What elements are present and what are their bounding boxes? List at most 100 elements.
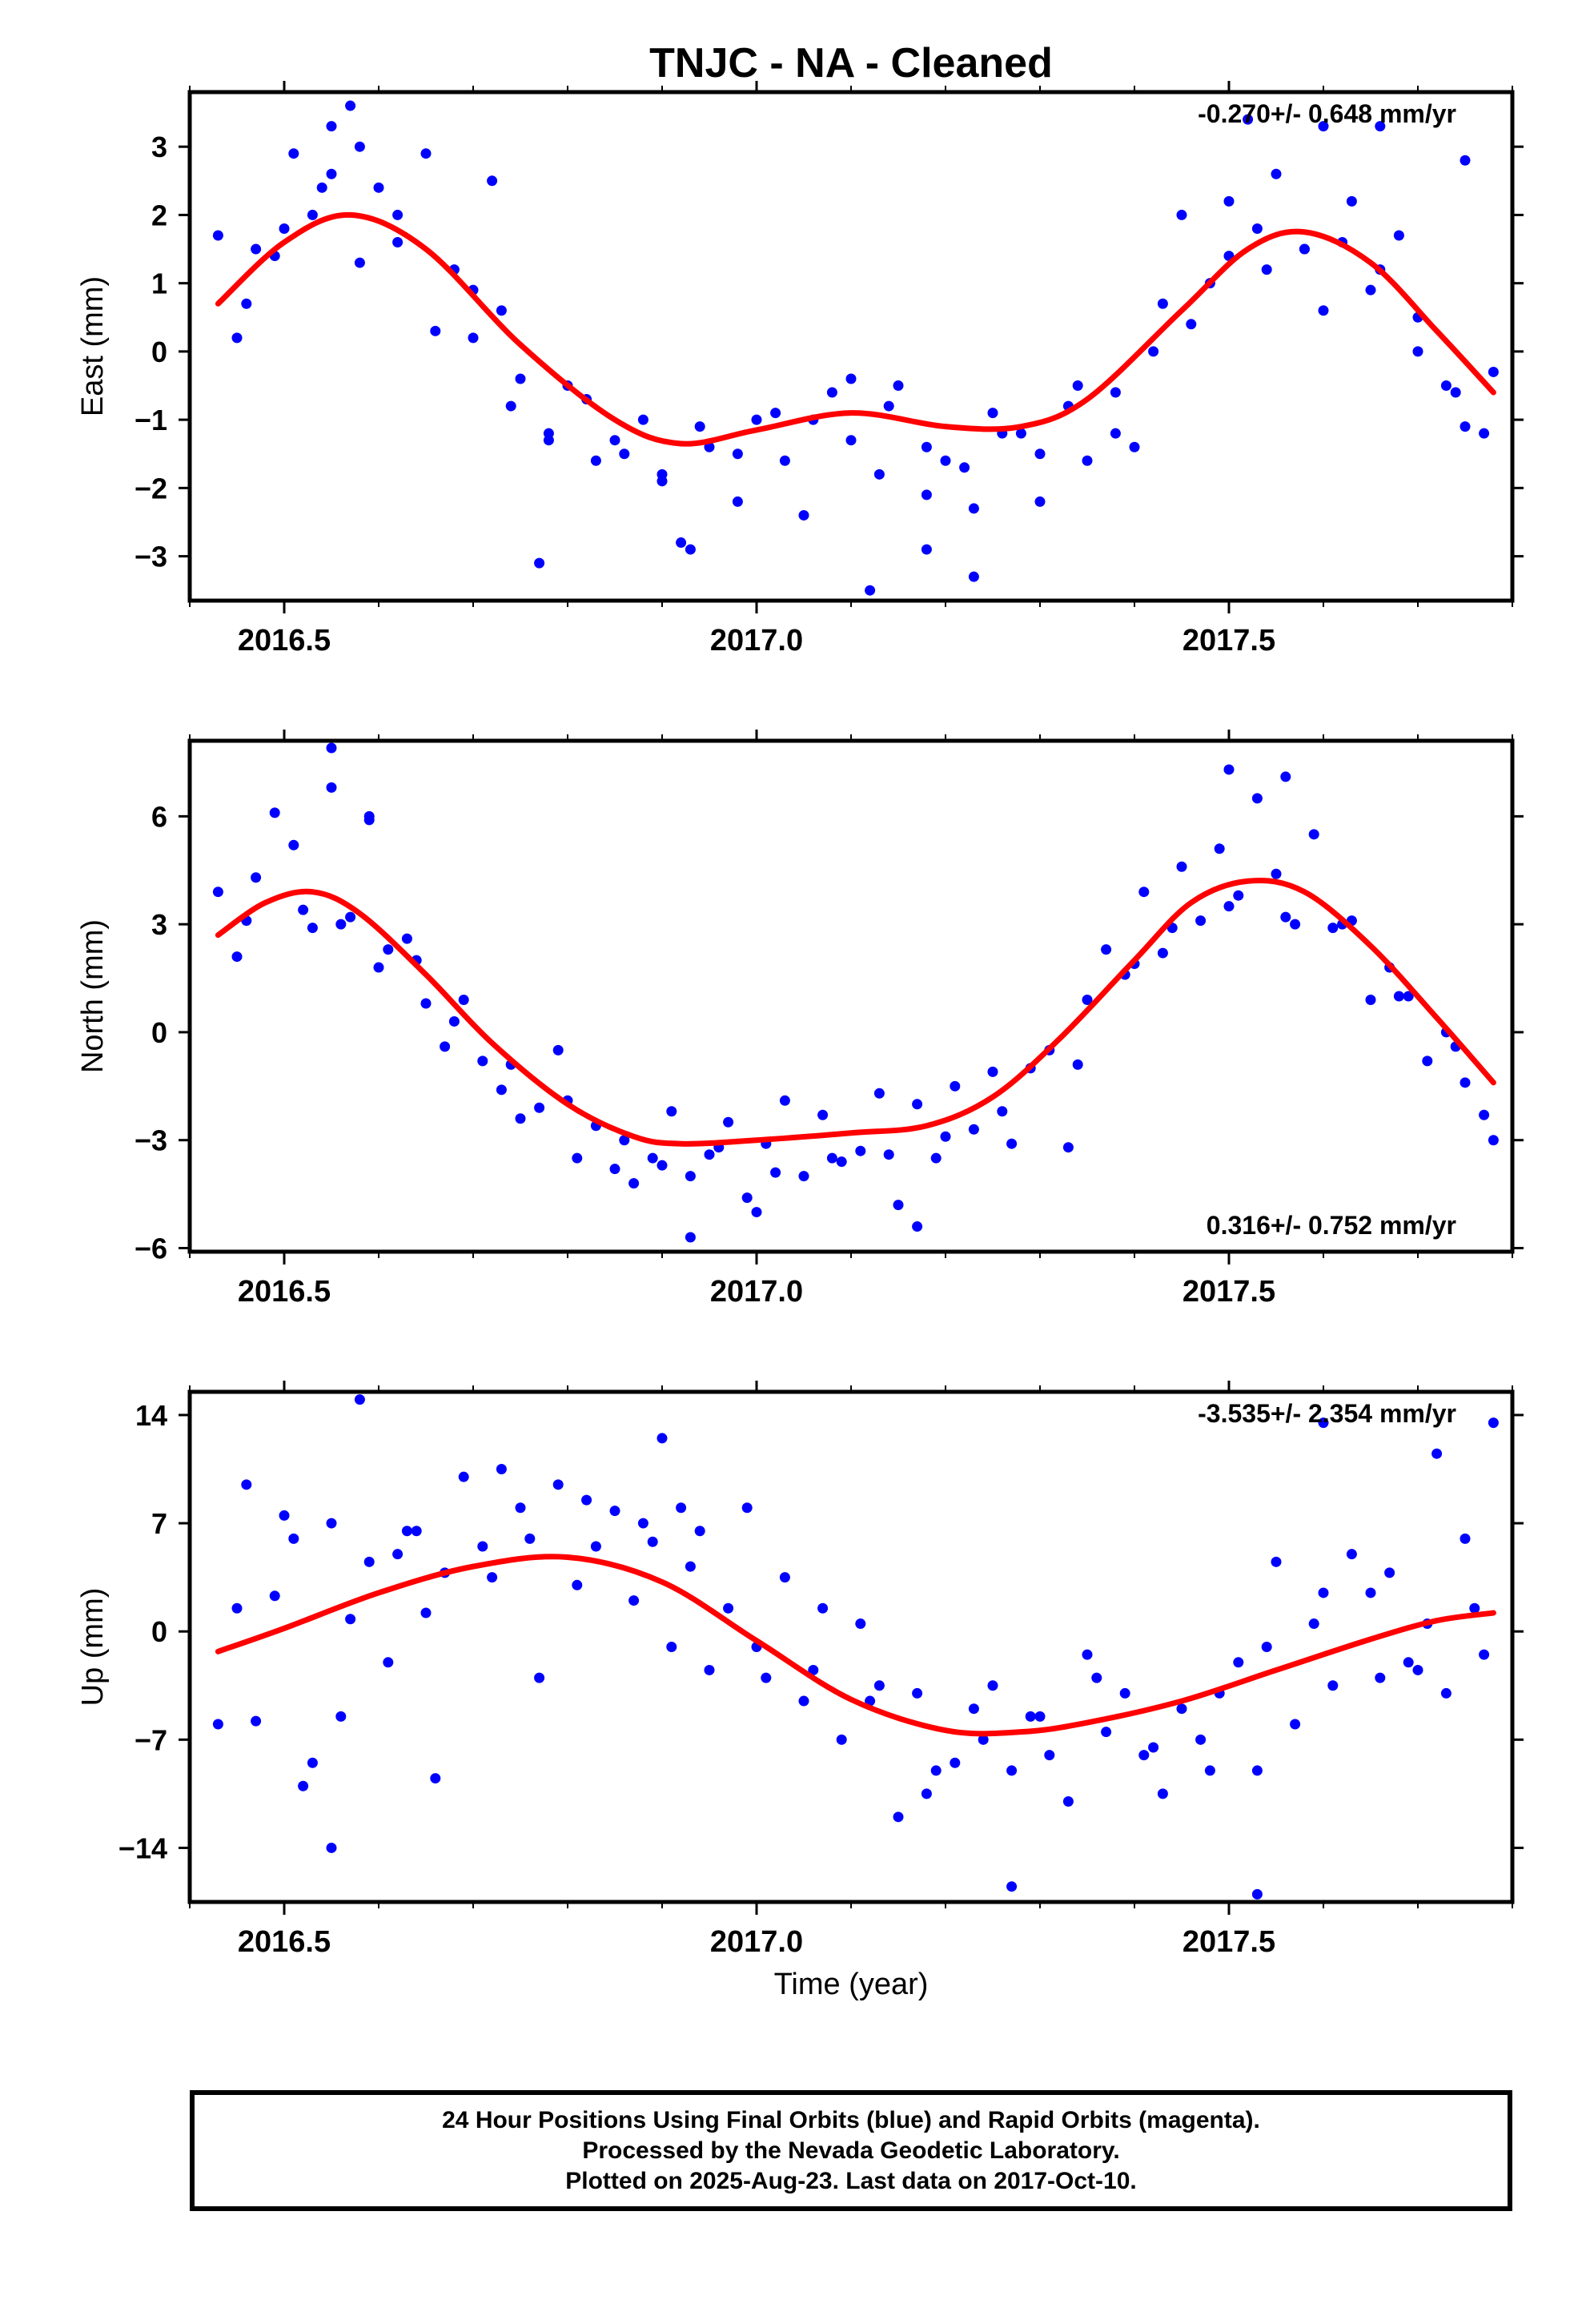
east-data-point [732, 496, 743, 507]
up-data-point [241, 1479, 252, 1490]
up-series [212, 1394, 1499, 1900]
east-data-point [921, 489, 932, 501]
up-data-point [420, 1607, 432, 1618]
up-data-point [1119, 1687, 1130, 1699]
north-data-point [628, 1178, 640, 1189]
north-data-point [534, 1102, 545, 1113]
up-data-point [572, 1579, 583, 1590]
up-data-point [1318, 1417, 1329, 1429]
up-data-point [430, 1773, 441, 1784]
up-data-point [779, 1572, 790, 1583]
north-ytick-label: 3 [151, 908, 167, 941]
east-data-point [1375, 121, 1386, 132]
east-data-point [845, 435, 857, 446]
east-xtick-label: 2017.5 [1182, 624, 1275, 657]
east-data-point [496, 305, 507, 316]
north-data-point [458, 994, 469, 1005]
up-data-point [761, 1672, 772, 1683]
east-data-point [1015, 428, 1026, 439]
up-data-point [609, 1506, 620, 1517]
east-data-point [468, 332, 479, 344]
east-data-point [1176, 209, 1187, 220]
north-data-point [335, 919, 347, 930]
up-data-point [326, 1842, 337, 1853]
up-data-point [1460, 1533, 1471, 1544]
north-data-point [420, 998, 432, 1009]
footer-box: 24 Hour Positions Using Final Orbits (bl… [190, 2090, 1512, 2211]
east-data-point [1110, 428, 1121, 439]
east-data-point [1110, 387, 1121, 398]
north-data-point [836, 1156, 847, 1168]
east-data-point [1460, 421, 1471, 432]
up-data-point [723, 1602, 734, 1614]
east-data-point [354, 257, 365, 268]
up-data-point [288, 1533, 299, 1544]
east-data-point [1186, 319, 1197, 330]
east-data-point [1223, 195, 1235, 207]
up-fit-curve [215, 1554, 1496, 1737]
up-data-point [836, 1734, 847, 1745]
east-data-point [873, 468, 885, 480]
up-plot-frame [187, 1389, 1515, 1904]
up-ytick-label: −14 [118, 1831, 167, 1864]
north-ytick-label: −6 [135, 1232, 167, 1265]
up-data-point [666, 1642, 677, 1652]
north-data-point [940, 1131, 951, 1142]
up-data-point [307, 1757, 318, 1768]
east-data-point [883, 400, 894, 412]
footer-line-3: Plotted on 2025-Aug-23. Last data on 201… [565, 2167, 1137, 2194]
north-ytick-label: 0 [151, 1016, 167, 1049]
up-data-point [515, 1502, 526, 1514]
east-data-point [921, 441, 932, 452]
up-data-point [741, 1502, 753, 1514]
up-data-point [1006, 1765, 1018, 1776]
east-data-point [732, 448, 743, 460]
east-data-point [1488, 366, 1499, 377]
north-data-point [666, 1106, 677, 1117]
north-data-point [770, 1167, 781, 1178]
east-ytick-label: 0 [151, 336, 167, 368]
up-data-point [345, 1614, 356, 1625]
east-data-point [921, 544, 932, 555]
up-data-point [212, 1719, 223, 1730]
north-data-point [373, 962, 384, 973]
up-data-point [383, 1657, 394, 1668]
east-data-point [968, 503, 979, 514]
up-data-point [458, 1471, 469, 1482]
north-data-point [873, 1088, 885, 1099]
up-data-point [269, 1590, 280, 1602]
north-data-point [656, 1160, 668, 1171]
north-data-point [496, 1084, 507, 1096]
east-data-point [968, 571, 979, 582]
up-data-point [411, 1526, 422, 1537]
east-data-point [373, 182, 384, 193]
up-data-point [637, 1518, 648, 1529]
east-data-point [940, 455, 951, 466]
east-data-point [288, 148, 299, 159]
north-data-point [1488, 1135, 1499, 1146]
north-data-point [930, 1152, 942, 1164]
east-data-point [1318, 305, 1329, 316]
north-data-point [1101, 944, 1112, 955]
up-data-point [685, 1561, 696, 1572]
east-data-point [1450, 387, 1461, 398]
up-data-point [335, 1711, 347, 1722]
north-data-point [251, 872, 262, 883]
north-data-point [779, 1095, 790, 1106]
east-data-point [354, 141, 365, 152]
up-data-point [865, 1695, 876, 1707]
north-data-point [912, 1221, 923, 1232]
east-data-point [1346, 195, 1357, 207]
north-data-point [1308, 829, 1319, 840]
north-data-point [883, 1149, 894, 1160]
north-data-point [572, 1152, 583, 1164]
up-data-point [581, 1494, 592, 1506]
up-ytick-label: 7 [151, 1507, 167, 1540]
up-data-point [1006, 1881, 1018, 1892]
north-data-point [893, 1200, 904, 1211]
east-data-point [515, 373, 526, 384]
east-data-point [609, 435, 620, 446]
up-data-point [817, 1602, 829, 1614]
north-data-point [326, 742, 337, 754]
north-data-point [363, 814, 375, 826]
